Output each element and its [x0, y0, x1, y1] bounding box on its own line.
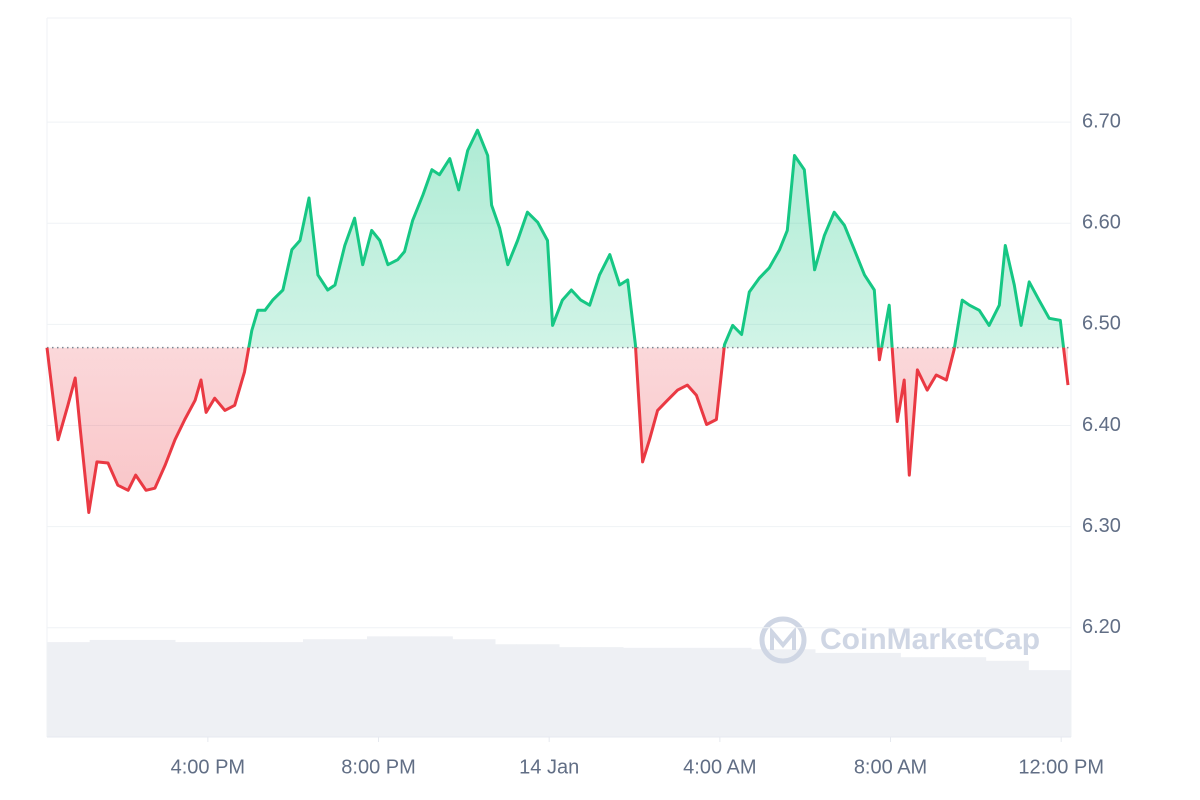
x-tick-label: 4:00 AM — [683, 756, 756, 778]
volume-bar — [473, 639, 496, 737]
volume-bar — [89, 639, 112, 737]
volume-bar — [409, 636, 432, 737]
volume-bar — [153, 639, 176, 737]
volume-bar — [708, 647, 731, 737]
y-tick-label: 6.40 — [1082, 414, 1121, 436]
volume-bar — [175, 642, 197, 737]
volume-bar — [431, 636, 453, 737]
volume-bar — [196, 642, 219, 737]
volume-bar — [943, 657, 965, 737]
volume-bar — [217, 642, 240, 737]
volume-bar — [281, 642, 304, 737]
y-tick-label: 6.30 — [1082, 515, 1121, 537]
volume-bar — [516, 644, 539, 737]
volume-bar — [537, 644, 560, 737]
volume-bar — [772, 649, 795, 737]
y-tick-label: 6.70 — [1082, 110, 1121, 132]
volume-bar — [260, 642, 283, 737]
y-tick-label: 6.20 — [1082, 616, 1121, 638]
volume-bar — [921, 657, 944, 737]
volume-bar — [687, 647, 709, 737]
volume-bar — [388, 636, 411, 737]
volume-bar — [367, 636, 389, 737]
volume-bar — [495, 644, 517, 737]
volume-bar — [1028, 670, 1051, 737]
area-down — [47, 347, 1068, 513]
volume-bar — [751, 649, 773, 737]
x-tick-label: 8:00 AM — [854, 756, 927, 778]
volume-bar — [601, 647, 624, 737]
volume-bar — [900, 657, 923, 737]
x-tick-label: 4:00 PM — [171, 756, 245, 778]
x-tick-label: 12:00 PM — [1018, 756, 1104, 778]
volume-bar — [623, 647, 645, 737]
volume-bar — [836, 652, 859, 737]
volume-bar — [345, 639, 368, 737]
volume-bar — [815, 652, 837, 737]
watermark-logo — [759, 616, 807, 664]
volume-bar — [729, 647, 752, 737]
volume-bar — [879, 652, 901, 737]
price-line-up — [47, 128, 1066, 348]
volume-bar — [1049, 670, 1072, 737]
y-tick-label: 6.50 — [1082, 313, 1121, 335]
area-up — [47, 130, 1068, 348]
volume-bar — [303, 639, 325, 737]
volume-bar — [964, 657, 987, 737]
volume-bar — [239, 642, 261, 737]
volume-bar — [324, 639, 347, 737]
volume-bar — [985, 660, 1008, 737]
volume-bar — [580, 647, 603, 737]
x-tick-label: 8:00 PM — [341, 756, 415, 778]
volume-bar — [68, 642, 91, 737]
volume-bar — [47, 642, 69, 737]
volume-bar — [665, 647, 688, 737]
volume-bar — [793, 649, 816, 737]
volume-bar — [132, 639, 155, 737]
watermark: CoinMarketCap — [759, 616, 1040, 664]
watermark-text: CoinMarketCap — [820, 623, 1040, 656]
x-tick-label: 14 Jan — [519, 756, 579, 778]
volume-bar — [1007, 660, 1029, 737]
volume-bar — [644, 647, 667, 737]
volume-bar — [559, 647, 581, 737]
watermark-logo-m — [770, 626, 796, 650]
price-line-down — [45, 347, 1070, 514]
volume-bar — [111, 639, 133, 737]
y-tick-label: 6.60 — [1082, 212, 1121, 234]
volume-bar — [452, 639, 475, 737]
volume-bar — [857, 652, 880, 737]
